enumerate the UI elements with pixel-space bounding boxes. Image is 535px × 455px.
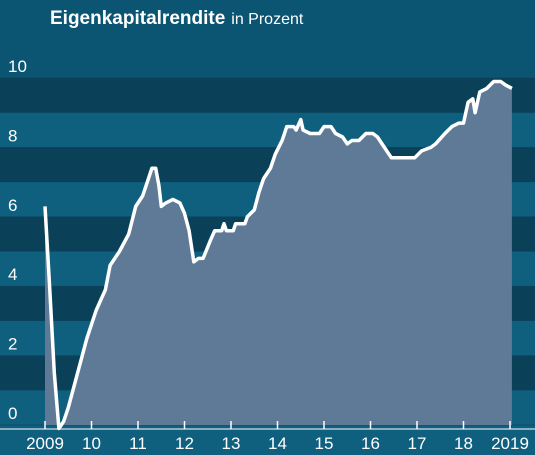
y-tick-label: 2 xyxy=(8,335,17,354)
x-tick-label: 16 xyxy=(361,434,380,453)
y-tick-label: 10 xyxy=(8,57,27,76)
x-tick-label: 18 xyxy=(454,434,473,453)
area xyxy=(45,81,512,429)
x-tick-label: 10 xyxy=(82,434,101,453)
x-tick-label: 13 xyxy=(222,434,241,453)
x-tick-label: 11 xyxy=(129,434,147,453)
x-tick-label: 12 xyxy=(175,434,194,453)
subtitle: in Prozent xyxy=(231,11,304,28)
y-tick-label: 6 xyxy=(8,196,17,215)
y-tick-label: 0 xyxy=(8,404,17,423)
x-tick-label: 2019 xyxy=(491,434,529,453)
line xyxy=(43,79,513,431)
chart-title: Eigenkapitalrendite in Prozent xyxy=(50,8,304,29)
y-tick-label: 8 xyxy=(8,126,17,145)
y-tick-label: 4 xyxy=(8,265,17,284)
band xyxy=(0,78,535,113)
x-tick-label: 14 xyxy=(268,434,287,453)
x-tick-label: 17 xyxy=(408,434,427,453)
band xyxy=(0,425,535,455)
x-tick-label: 2009 xyxy=(26,434,64,453)
title: Eigenkapitalrendite xyxy=(50,8,225,29)
x-tick-label: 15 xyxy=(315,434,334,453)
